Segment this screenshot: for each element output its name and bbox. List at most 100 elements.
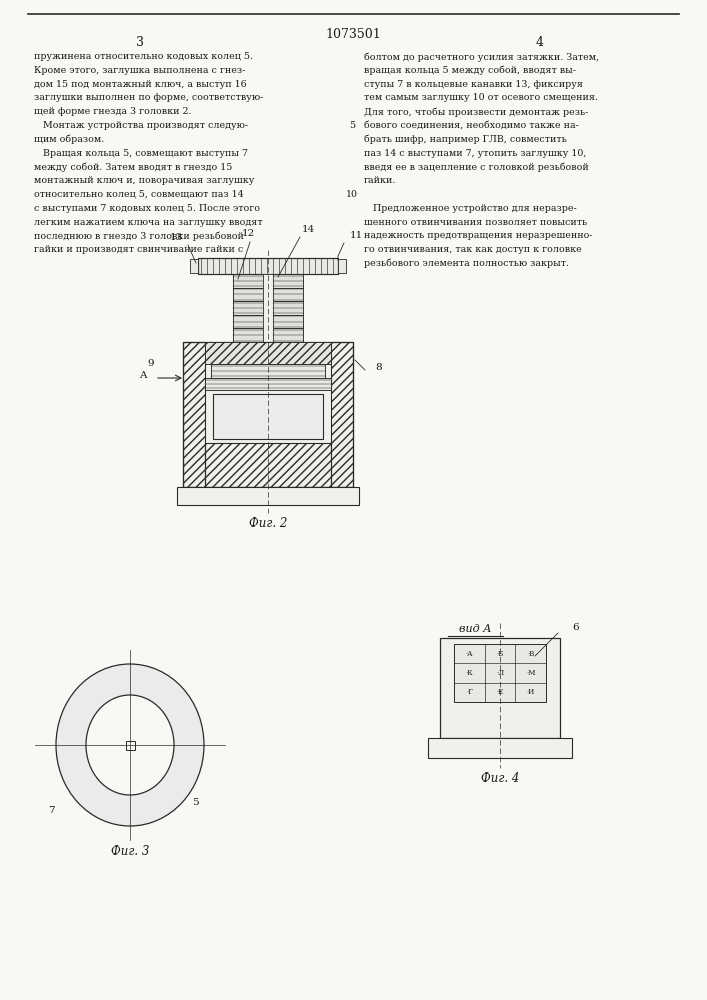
Bar — [233, 301, 263, 315]
Text: щим образом.: щим образом. — [34, 135, 104, 144]
Text: вращая кольца 5 между собой, вводят вы-: вращая кольца 5 между собой, вводят вы- — [364, 66, 576, 75]
Text: Кроме этого, заглушка выполнена с гнез-: Кроме этого, заглушка выполнена с гнез- — [34, 66, 245, 75]
Bar — [273, 301, 303, 315]
Bar — [273, 274, 303, 288]
Bar — [273, 288, 303, 301]
Text: го отвинчивания, так как доступ к головке: го отвинчивания, так как доступ к головк… — [364, 245, 582, 254]
Text: 7: 7 — [48, 806, 54, 815]
Text: относительно колец 5, совмещают паз 14: относительно колец 5, совмещают паз 14 — [34, 190, 244, 199]
Text: шенного отвинчивания позволяет повысить: шенного отвинчивания позволяет повысить — [364, 218, 587, 227]
Text: Предложенное устройство для неразре-: Предложенное устройство для неразре- — [364, 204, 577, 213]
Text: 10: 10 — [346, 190, 358, 199]
Text: брать шифр, например ГЛВ, совместить: брать шифр, например ГЛВ, совместить — [364, 135, 567, 144]
Text: 11: 11 — [350, 231, 363, 240]
Text: резьбового элемента полностью закрыт.: резьбового элемента полностью закрыт. — [364, 259, 569, 268]
Text: ·М: ·М — [526, 669, 535, 677]
Text: между собой. Затем вводят в гнездо 15: между собой. Затем вводят в гнездо 15 — [34, 162, 233, 172]
Bar — [183, 342, 205, 487]
Bar — [233, 315, 263, 328]
Bar — [273, 328, 303, 342]
Text: паз 14 с выступами 7, утопить заглушку 10,: паз 14 с выступами 7, утопить заглушку 1… — [364, 149, 586, 158]
Bar — [183, 342, 205, 487]
Text: 3: 3 — [136, 36, 144, 49]
Bar — [183, 342, 353, 487]
Bar — [233, 301, 263, 315]
Bar — [198, 258, 338, 274]
Text: 6: 6 — [572, 623, 578, 632]
Text: 9: 9 — [147, 359, 153, 368]
Text: A: A — [139, 371, 147, 380]
Bar — [213, 394, 323, 439]
Text: Для того, чтобы произвести демонтаж резь-: Для того, чтобы произвести демонтаж резь… — [364, 107, 588, 117]
Text: Фиг. 3: Фиг. 3 — [111, 845, 149, 858]
Bar — [205, 342, 331, 364]
Text: Фиг. 2: Фиг. 2 — [249, 517, 287, 530]
Text: ·К: ·К — [465, 669, 473, 677]
Text: щей форме гнезда 3 головки 2.: щей форме гнезда 3 головки 2. — [34, 107, 192, 116]
Text: последнюю в гнездо 3 головки резьбовой: последнюю в гнездо 3 головки резьбовой — [34, 231, 244, 241]
Bar — [126, 740, 134, 750]
Text: ·В: ·В — [527, 650, 534, 658]
Bar — [233, 274, 263, 288]
Text: ·Г: ·Г — [466, 688, 473, 696]
Bar — [233, 274, 263, 288]
Text: Фиг. 4: Фиг. 4 — [481, 772, 519, 785]
Bar — [273, 274, 303, 288]
Text: ·А: ·А — [466, 650, 473, 658]
Text: болтом до расчетного усилия затяжки. Затем,: болтом до расчетного усилия затяжки. Зат… — [364, 52, 599, 62]
Bar — [331, 342, 353, 487]
Text: 12: 12 — [241, 229, 255, 238]
Bar — [205, 443, 331, 487]
Text: пружинена относительно кодовых колец 5.: пружинена относительно кодовых колец 5. — [34, 52, 253, 61]
Bar — [211, 364, 325, 378]
Bar — [428, 738, 572, 758]
Text: ступы 7 в кольцевые канавки 13, фиксируя: ступы 7 в кольцевые канавки 13, фиксируя — [364, 80, 583, 89]
Bar — [273, 315, 303, 328]
Text: 5: 5 — [349, 121, 355, 130]
Text: 8: 8 — [375, 363, 382, 372]
Text: введя ее в зацепление с головкой резьбовой: введя ее в зацепление с головкой резьбов… — [364, 162, 589, 172]
Text: 5: 5 — [192, 798, 199, 807]
Text: 1073501: 1073501 — [325, 28, 381, 41]
Bar — [233, 328, 263, 342]
Text: гайки.: гайки. — [364, 176, 397, 185]
Text: гайки и производят свинчивание гайки с: гайки и производят свинчивание гайки с — [34, 245, 243, 254]
Bar — [440, 638, 560, 738]
Text: вид А: вид А — [459, 624, 491, 634]
Text: заглушки выполнен по форме, соответствую-: заглушки выполнен по форме, соответствую… — [34, 93, 264, 102]
Text: 4: 4 — [536, 36, 544, 49]
Text: тем самым заглушку 10 от осевого смещения.: тем самым заглушку 10 от осевого смещени… — [364, 93, 598, 102]
Bar — [273, 288, 303, 301]
Text: с выступами 7 кодовых колец 5. После этого: с выступами 7 кодовых колец 5. После это… — [34, 204, 260, 213]
Bar — [205, 378, 331, 390]
Bar — [263, 274, 273, 342]
Bar — [273, 328, 303, 342]
Text: бового соединения, необходимо также на-: бового соединения, необходимо также на- — [364, 121, 579, 130]
Bar — [205, 342, 331, 364]
Text: Монтаж устройства производят следую-: Монтаж устройства производят следую- — [34, 121, 248, 130]
Bar — [273, 315, 303, 328]
Ellipse shape — [56, 664, 204, 826]
Text: Вращая кольца 5, совмещают выступы 7: Вращая кольца 5, совмещают выступы 7 — [34, 149, 248, 158]
Bar — [233, 288, 263, 301]
Text: надежность предотвращения неразрешенно-: надежность предотвращения неразрешенно- — [364, 231, 592, 240]
Text: легким нажатием ключа на заглушку вводят: легким нажатием ключа на заглушку вводят — [34, 218, 262, 227]
Text: ·Б: ·Б — [496, 650, 503, 658]
Bar — [454, 644, 546, 702]
Bar — [198, 258, 338, 274]
Bar — [205, 443, 331, 487]
Bar — [205, 378, 331, 390]
Ellipse shape — [86, 695, 174, 795]
Text: монтажный ключ и, поворачивая заглушку: монтажный ключ и, поворачивая заглушку — [34, 176, 255, 185]
Bar — [338, 259, 346, 273]
Text: дом 15 под монтажный ключ, а выступ 16: дом 15 под монтажный ключ, а выступ 16 — [34, 80, 247, 89]
Bar — [233, 315, 263, 328]
Bar — [233, 288, 263, 301]
Text: ·И: ·И — [527, 688, 534, 696]
Bar — [190, 259, 198, 273]
Bar — [205, 342, 331, 364]
Text: 13: 13 — [170, 233, 182, 242]
Bar — [331, 342, 353, 487]
Text: ·Е: ·Е — [496, 688, 503, 696]
Bar — [273, 301, 303, 315]
